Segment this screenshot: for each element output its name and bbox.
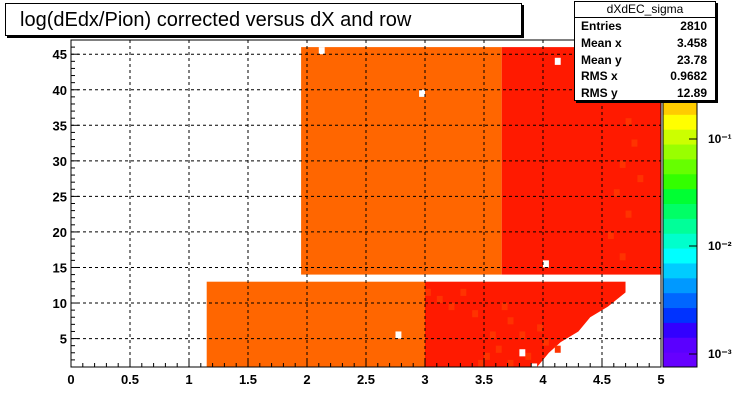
- stats-row-rms-x: RMS x 0.9682: [575, 68, 715, 85]
- stats-value: 2810: [680, 19, 707, 33]
- heatmap-bin: [507, 359, 514, 367]
- heatmap-region: [206, 281, 425, 367]
- y-tick-label: 25: [53, 189, 67, 204]
- palette-step: [663, 99, 697, 115]
- stats-row-rms-y: RMS y 12.89: [575, 85, 715, 102]
- palette-step: [663, 188, 697, 204]
- palette-step: [663, 352, 697, 368]
- heatmap-bin: [436, 295, 443, 304]
- heatmap-bin: [625, 210, 632, 218]
- heatmap-bin: [625, 118, 632, 126]
- heatmap-bin: [637, 175, 644, 183]
- y-tick-label: 45: [53, 47, 67, 62]
- heatmap-bin: [619, 160, 626, 168]
- x-tick-label: 3: [421, 372, 428, 387]
- y-tick-label: 5: [60, 332, 67, 347]
- heatmap-bin: [495, 345, 502, 353]
- stats-row-mean-x: Mean x 3.458: [575, 35, 715, 52]
- heatmap-bin: [395, 331, 402, 339]
- stats-row-mean-y: Mean y 23.78: [575, 52, 715, 69]
- x-tick-label: 4.5: [593, 372, 611, 387]
- x-tick-label: 2.5: [357, 372, 375, 387]
- x-tick-label: 5: [657, 372, 664, 387]
- palette-step: [663, 233, 697, 249]
- palette-step: [663, 203, 697, 219]
- y-tick-label: 20: [53, 225, 67, 240]
- x-tick-label: 0.5: [121, 372, 139, 387]
- palette-step: [663, 262, 697, 279]
- heatmap-bin: [501, 303, 508, 311]
- palette-step: [663, 248, 697, 264]
- heatmap-bin: [507, 317, 514, 325]
- x-tick-label: 4: [539, 372, 547, 387]
- palette-step: [663, 277, 697, 294]
- y-tick-label: 40: [53, 83, 67, 98]
- x-tick-label: 0: [67, 372, 74, 387]
- heatmap-bin: [519, 349, 526, 357]
- palette-step: [663, 129, 697, 145]
- palette-step: [663, 144, 697, 160]
- palette-step: [663, 173, 697, 190]
- palette-step: [663, 114, 697, 130]
- heatmap-bin: [425, 288, 431, 296]
- stats-value: 0.9682: [670, 69, 707, 84]
- heatmap-bin: [472, 310, 479, 318]
- stats-box: dXdEC_sigma Entries 2810 Mean x 3.458 Me…: [574, 1, 716, 101]
- chart-title: log(dEdx/Pion) corrected versus dX and r…: [20, 9, 412, 31]
- heatmap-bin: [613, 189, 620, 197]
- heatmap-bin: [519, 331, 526, 339]
- palette-step: [663, 292, 697, 309]
- y-tick-label: 30: [53, 154, 67, 169]
- palette-label: 10⁻¹: [708, 132, 732, 146]
- heatmap-bin: [448, 303, 455, 311]
- heatmap-bin: [537, 324, 543, 332]
- heatmap-bin: [419, 89, 425, 97]
- heatmap-bin: [607, 231, 614, 240]
- heatmap-bin: [460, 288, 467, 296]
- heatmap-bin: [484, 352, 490, 360]
- stats-value: 23.78: [676, 52, 707, 67]
- heatmap-bin: [525, 352, 532, 360]
- stats-label: Entries: [581, 19, 622, 33]
- heatmap-bin: [554, 345, 561, 353]
- palette-step: [663, 307, 697, 323]
- stats-value: 12.89: [676, 86, 707, 101]
- y-tick-label: 35: [53, 118, 67, 133]
- palette-step: [663, 322, 697, 338]
- palette-step: [663, 218, 697, 234]
- x-tick-label: 3.5: [475, 372, 493, 387]
- stats-value: 3.458: [676, 35, 707, 50]
- heatmap-bin: [543, 338, 549, 346]
- heatmap-bin: [619, 253, 626, 261]
- palette-step: [663, 158, 697, 175]
- stats-label: Mean x: [581, 35, 622, 50]
- heatmap-bin: [489, 331, 496, 339]
- heatmap-bin: [543, 260, 549, 268]
- stats-label: RMS y: [581, 86, 618, 101]
- heatmap-bin: [478, 359, 484, 367]
- title-box: log(dEdx/Pion) corrected versus dX and r…: [5, 3, 522, 36]
- stats-row-entries: Entries 2810: [575, 18, 715, 35]
- heatmap-bin: [318, 47, 325, 55]
- x-tick-label: 1.5: [239, 372, 257, 387]
- stats-label: RMS x: [581, 69, 618, 84]
- stats-title: dXdEC_sigma: [575, 2, 715, 18]
- palette-label: 10⁻³: [708, 347, 732, 361]
- x-tick-label: 2: [303, 372, 310, 387]
- palette-label: 10⁻²: [708, 239, 732, 253]
- heatmap-bin: [554, 57, 561, 65]
- heatmap-bin: [631, 139, 638, 147]
- y-tick-label: 15: [53, 260, 67, 275]
- x-tick-label: 1: [185, 372, 192, 387]
- y-tick-label: 10: [53, 296, 67, 311]
- palette-step: [663, 337, 697, 353]
- stats-label: Mean y: [581, 52, 622, 67]
